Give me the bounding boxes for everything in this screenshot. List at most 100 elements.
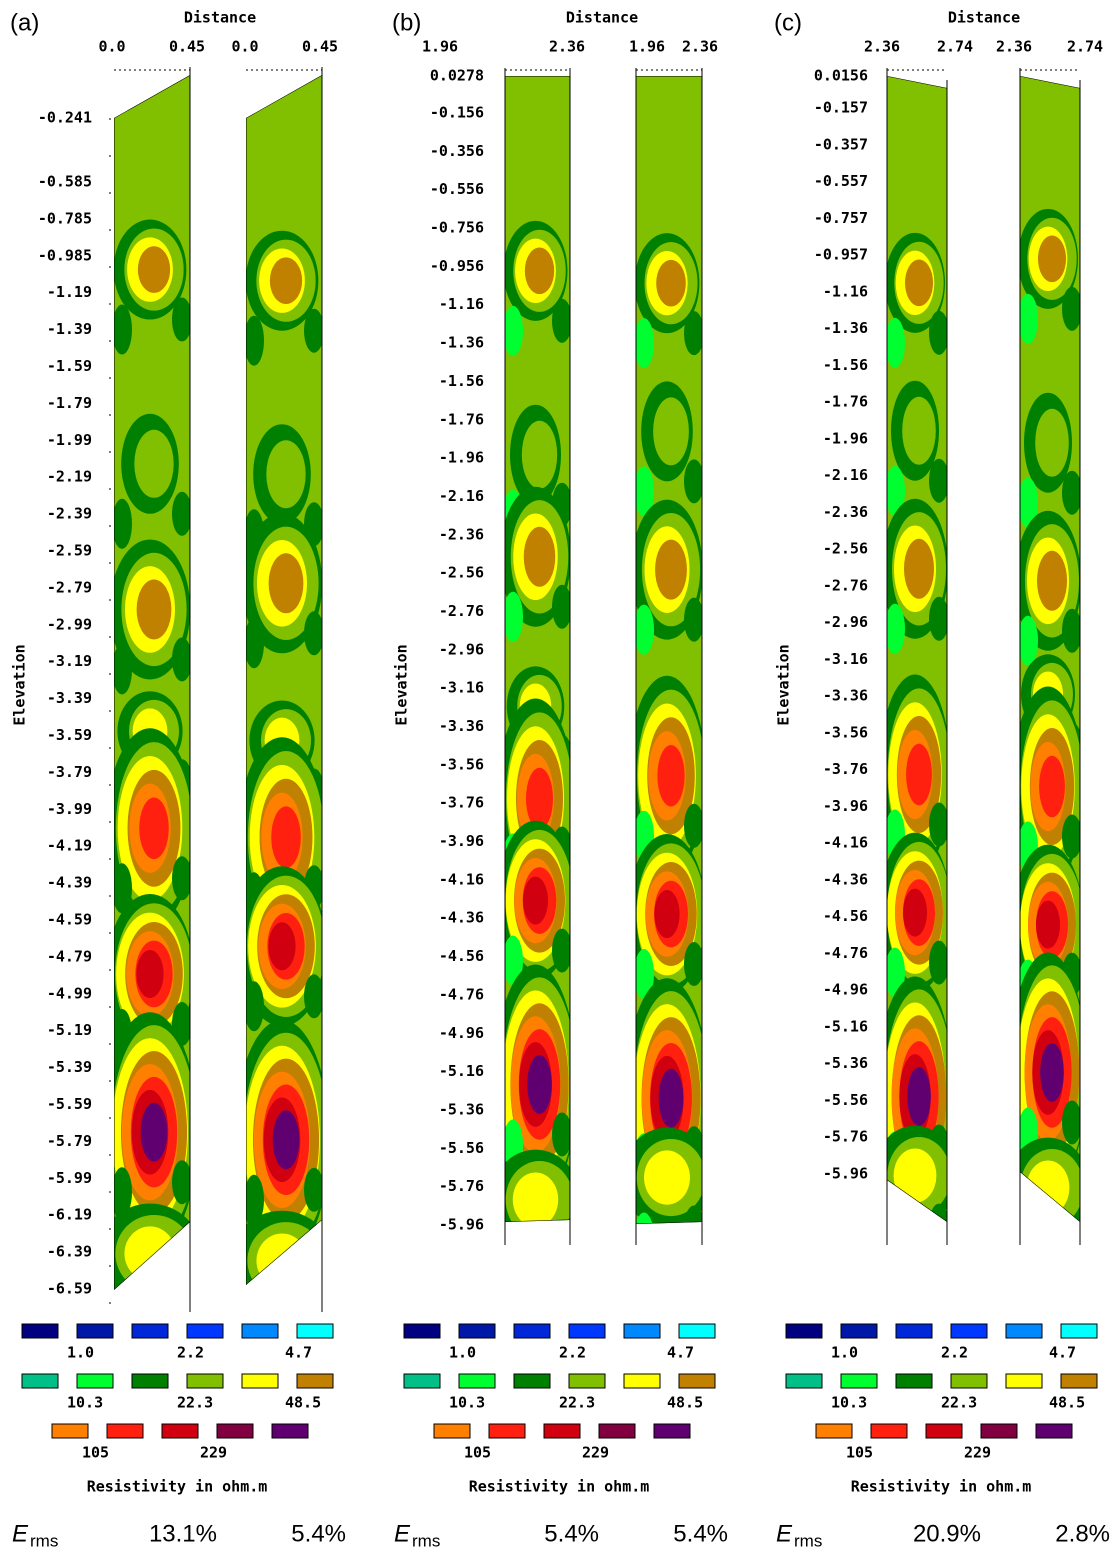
legend-label: 22.3 — [559, 1394, 595, 1412]
y-tick-label: -1.76 — [823, 393, 868, 411]
y-tick-label: -3.36 — [439, 717, 484, 735]
legend-swatch — [623, 1323, 661, 1339]
contour — [1039, 755, 1065, 818]
contour-band — [552, 298, 570, 343]
x-tick-label: 2.74 — [1067, 38, 1103, 56]
contour — [268, 553, 304, 614]
contour-band — [246, 315, 264, 366]
legend-swatch — [21, 1323, 59, 1339]
panel-label: (b) — [392, 9, 421, 36]
contour-band — [552, 928, 570, 973]
contour-band — [929, 802, 947, 847]
tomogram — [1020, 76, 1080, 1222]
legend-swatch — [488, 1423, 526, 1439]
x-tick-label: 0.45 — [302, 38, 338, 56]
contour — [893, 1148, 937, 1203]
erms-value: 20.9% — [913, 1520, 981, 1547]
tomogram — [887, 76, 947, 1222]
contour — [653, 397, 689, 466]
y-tick-label: -1.59 — [47, 357, 92, 375]
y-tick-label: -4.16 — [439, 870, 484, 888]
legend-label: 48.5 — [1049, 1394, 1085, 1412]
legend-swatch — [950, 1373, 988, 1389]
contour-band — [929, 596, 947, 641]
y-tick-label: -2.96 — [823, 613, 868, 631]
erms-value: 5.4% — [673, 1520, 728, 1547]
legend-swatch — [568, 1323, 606, 1339]
x-axis-title: Distance — [184, 9, 256, 27]
y-tick-label: -5.56 — [439, 1139, 484, 1157]
y-tick-label: -2.56 — [823, 540, 868, 558]
y-tick-label: -2.79 — [47, 578, 92, 596]
x-tick-label: 2.36 — [682, 38, 718, 56]
legend-label: 10.3 — [831, 1394, 867, 1412]
y-tick-label: -4.59 — [47, 911, 92, 929]
y-tick-label: -5.36 — [439, 1100, 484, 1118]
x-tick-label: 2.74 — [937, 38, 973, 56]
y-tick-label: -4.56 — [439, 947, 484, 965]
contour — [523, 876, 548, 925]
legend-swatch — [598, 1423, 636, 1439]
contour — [906, 743, 932, 806]
contour-band — [505, 935, 523, 986]
contour — [523, 526, 556, 587]
contour-band — [1062, 608, 1080, 653]
contour — [1037, 550, 1067, 611]
y-tick-label: -3.19 — [47, 652, 92, 670]
contour — [905, 259, 933, 307]
y-tick-label: -1.76 — [439, 410, 484, 428]
y-tick-label: -3.16 — [439, 679, 484, 697]
erms-symbol: E — [12, 1520, 29, 1547]
y-tick-label: -3.39 — [47, 689, 92, 707]
x-tick-label: 1.96 — [422, 38, 458, 56]
legend-swatch — [216, 1423, 254, 1439]
x-tick-label: 0.45 — [169, 38, 205, 56]
y-tick-label: -3.76 — [823, 760, 868, 778]
legend-swatch — [76, 1323, 114, 1339]
contour-band — [929, 1203, 947, 1222]
contour-band — [552, 1112, 570, 1157]
y-tick-label: -0.557 — [814, 172, 868, 190]
legend-swatch — [21, 1373, 59, 1389]
tomogram — [636, 76, 702, 1224]
legend-swatch — [785, 1323, 823, 1339]
contour-band — [114, 1288, 132, 1290]
legend-swatch — [458, 1373, 496, 1389]
contour — [136, 949, 164, 998]
legend-swatch — [296, 1323, 334, 1339]
contour-band — [887, 317, 905, 368]
y-tick-label: -1.19 — [47, 283, 92, 301]
y-tick-label: -3.56 — [439, 755, 484, 773]
contour — [524, 247, 555, 295]
y-tick-label: -4.76 — [439, 985, 484, 1003]
legend-swatch — [785, 1373, 823, 1389]
legend-swatch — [980, 1423, 1018, 1439]
y-tick-label: -3.59 — [47, 726, 92, 744]
legend-label: 4.7 — [667, 1344, 694, 1362]
contour — [271, 806, 301, 868]
x-tick-label: 2.36 — [864, 38, 900, 56]
contour-band — [552, 584, 570, 629]
contour-band — [1020, 477, 1038, 528]
contour-band — [929, 458, 947, 503]
contour — [657, 744, 685, 807]
y-tick-label: -3.96 — [823, 797, 868, 815]
y-tick-label: -1.99 — [47, 431, 92, 449]
contour — [527, 1055, 552, 1114]
contour-band — [172, 491, 190, 536]
y-tick-label: -1.96 — [823, 429, 868, 447]
y-tick-label: -4.76 — [823, 944, 868, 962]
legend-label: 48.5 — [285, 1394, 321, 1412]
y-tick-label: -5.59 — [47, 1095, 92, 1113]
contour-band — [636, 1212, 654, 1224]
legend-swatch — [51, 1423, 89, 1439]
contour — [1038, 235, 1066, 283]
contour-band — [246, 1174, 264, 1225]
legend-swatch — [678, 1373, 716, 1389]
y-tick-label: -2.96 — [439, 640, 484, 658]
y-tick-label: -0.357 — [814, 135, 868, 153]
y-tick-label: -6.39 — [47, 1243, 92, 1261]
legend-label: 1.0 — [831, 1344, 858, 1362]
legend-swatch — [433, 1423, 471, 1439]
